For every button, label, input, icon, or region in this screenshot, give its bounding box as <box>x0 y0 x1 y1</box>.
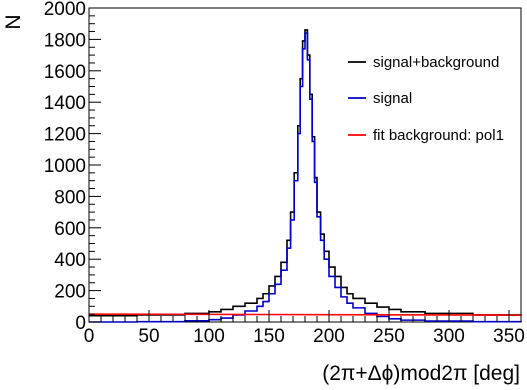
y-tick-label: 1200 <box>44 125 86 146</box>
legend-label: signal <box>373 90 412 107</box>
y-tick-label: 600 <box>54 219 86 240</box>
y-tick-label: 0 <box>75 313 86 334</box>
x-tick-label: 200 <box>313 326 345 347</box>
x-tick-label: 350 <box>493 326 525 347</box>
legend-entry-signal-plus-background: signal+background <box>348 54 499 71</box>
y-tick-label: 2000 <box>44 0 86 20</box>
y-tick-label: 1400 <box>44 93 86 114</box>
x-axis-label: (2π+Δϕ)mod2π [deg] <box>322 362 520 385</box>
signal-series <box>89 32 522 323</box>
y-tick-label: 1800 <box>44 30 86 51</box>
ticks-layer: 0 50 100 150 200 250 300 350 0 200 400 600 800 1000 12… <box>44 0 525 347</box>
series-layer <box>88 29 522 323</box>
y-tick-label: 1600 <box>44 62 86 83</box>
y-tick-label: 400 <box>54 250 86 271</box>
legend-label: fit background: pol1 <box>373 127 504 144</box>
y-tick-label: 1000 <box>44 156 86 177</box>
legend: signal+background signal fit background: p… <box>348 54 504 144</box>
signal-plus-background-series <box>89 29 522 317</box>
legend-entry-fit-background: fit background: pol1 <box>348 127 504 144</box>
fit-background-series <box>88 313 522 316</box>
x-tick-label: 150 <box>253 326 285 347</box>
y-axis-label: N <box>2 14 25 29</box>
legend-label: signal+background <box>373 54 499 71</box>
x-tick-label: 0 <box>84 326 95 347</box>
legend-entry-signal: signal <box>348 90 412 107</box>
y-tick-label: 200 <box>54 282 86 303</box>
x-tick-label: 300 <box>433 326 465 347</box>
x-tick-label: 250 <box>373 326 405 347</box>
x-tick-label: 100 <box>193 326 225 347</box>
x-tick-label: 50 <box>138 326 159 347</box>
y-tick-label: 800 <box>54 187 86 208</box>
